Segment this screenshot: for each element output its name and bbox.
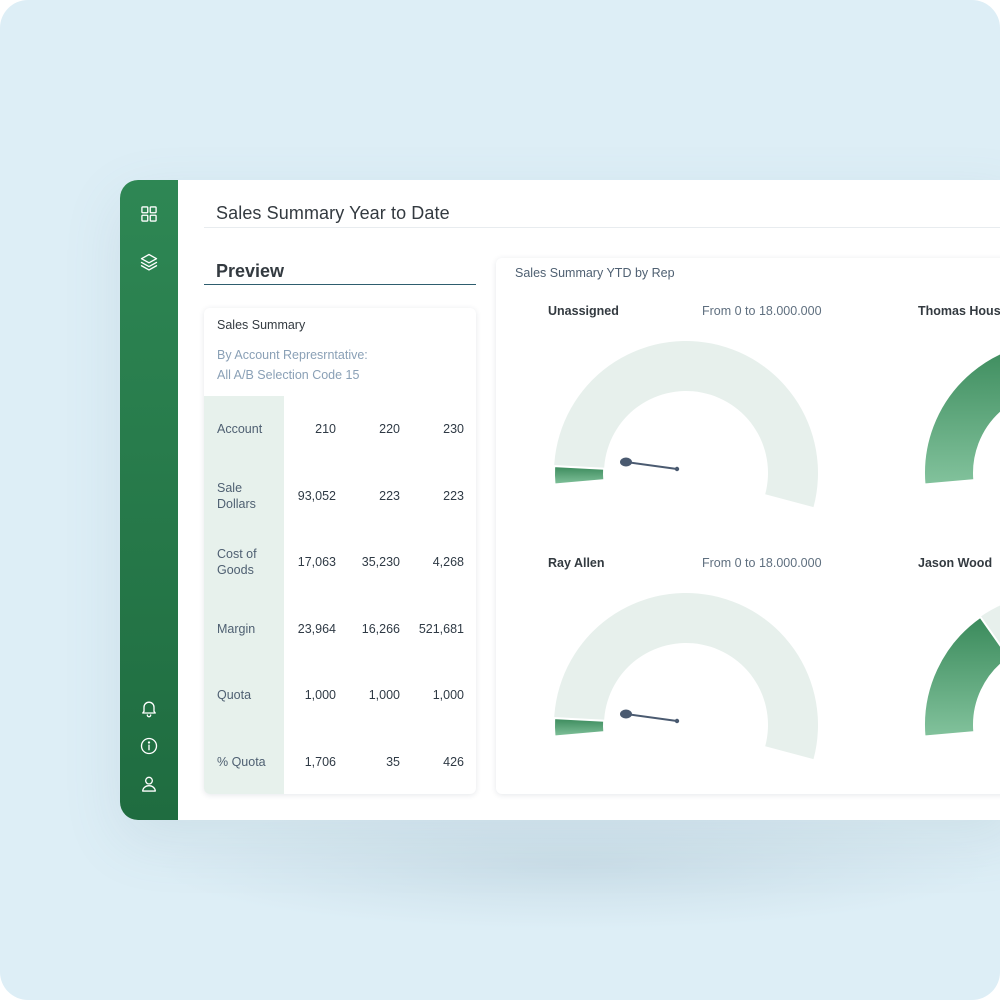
table-cell: 35,230 xyxy=(361,555,400,570)
row-header-cell xyxy=(204,662,284,729)
table-cell: 1,000 xyxy=(368,688,400,703)
gauge-fill xyxy=(553,717,606,738)
summary-subtitle-line-1: By Account Represrntative: xyxy=(217,348,368,362)
table-cell: 1,000 xyxy=(304,688,336,703)
summary-table: Account 210 220 230 Sale Dollars 93,052 … xyxy=(204,396,476,794)
summary-title: Sales Summary xyxy=(217,318,306,332)
dashboard-grid-icon[interactable] xyxy=(137,202,161,226)
table-cell: 220 xyxy=(379,422,400,437)
row-label: Sale Dollars xyxy=(217,480,256,511)
table-cell: 426 xyxy=(443,754,464,769)
table-row: Quota 1,000 1,000 1,000 xyxy=(204,662,476,729)
row-label: Margin xyxy=(217,621,256,636)
user-icon[interactable] xyxy=(137,772,161,796)
sidebar xyxy=(120,180,178,820)
gauges-panel: Sales Summary YTD by Rep Unassigned From… xyxy=(496,258,1000,794)
table-cell: 1,706 xyxy=(304,754,336,769)
table-row: Account 210 220 230 xyxy=(204,396,476,463)
page-title: Sales Summary Year to Date xyxy=(216,203,450,223)
row-header-cell xyxy=(204,462,284,529)
gauge-fill xyxy=(553,465,606,486)
card-shadow xyxy=(150,800,1000,930)
preview-divider xyxy=(204,284,476,285)
gauge-needle xyxy=(620,709,680,724)
table-cell: 223 xyxy=(379,488,400,503)
gauge-ray-allen xyxy=(553,593,818,760)
table-cell: 223 xyxy=(443,488,464,503)
row-header-cell xyxy=(204,396,284,463)
info-icon[interactable] xyxy=(137,734,161,758)
gauge-thomas-hous xyxy=(923,352,1000,486)
table-cell: 521,681 xyxy=(418,621,464,636)
gauge-rep-name: Jason Wood xyxy=(918,556,993,570)
table-cell: 230 xyxy=(443,422,464,437)
gauge-jason-wood xyxy=(923,605,1000,738)
table-cell: 16,266 xyxy=(361,621,400,636)
gauge-fill xyxy=(923,615,1000,738)
gauges-panel-title: Sales Summary YTD by Rep xyxy=(515,266,675,280)
app-window: Sales Summary Year to Date Preview Sales… xyxy=(120,180,1000,820)
table-row: % Quota 1,706 35 426 xyxy=(204,728,476,794)
main-content: Sales Summary Year to Date Preview Sales… xyxy=(178,180,1000,820)
gauge-track xyxy=(554,341,818,508)
table-cell: 35 xyxy=(386,754,400,769)
gauge-rep-name: Ray Allen xyxy=(548,556,605,570)
gauge-needle xyxy=(620,457,680,472)
table-cell: 210 xyxy=(315,422,336,437)
gauge-unassigned xyxy=(553,341,818,508)
gauge-rep-name: Thomas Hous xyxy=(918,304,1000,318)
table-cell: 93,052 xyxy=(297,488,336,503)
layers-icon[interactable] xyxy=(137,250,161,274)
table-row: Sale Dollars 93,052 223 223 xyxy=(204,462,476,529)
title-divider xyxy=(204,227,1000,228)
summary-subtitle: By Account Represrntative: All A/B Selec… xyxy=(217,345,368,385)
table-row: Margin 23,964 16,266 521,681 xyxy=(204,595,476,662)
row-label: Cost of Goods xyxy=(217,547,257,578)
table-cell: 17,063 xyxy=(297,555,336,570)
bell-icon[interactable] xyxy=(137,696,161,720)
row-header-cell xyxy=(204,728,284,794)
gauge-track xyxy=(554,593,818,760)
gauge-fill xyxy=(923,352,1000,486)
table-cell: 1,000 xyxy=(432,688,464,703)
row-header-cell xyxy=(204,595,284,662)
sales-summary-card: Sales Summary By Account Represrntative:… xyxy=(204,308,476,794)
row-label: % Quota xyxy=(217,754,266,769)
row-header-cell xyxy=(204,529,284,596)
table-row: Cost of Goods 17,063 35,230 4,268 xyxy=(204,529,476,596)
table-cell: 4,268 xyxy=(432,555,464,570)
gauge-range-label: From 0 to 18.000.000 xyxy=(702,556,822,570)
gauge-rep-name: Unassigned xyxy=(548,304,619,318)
table-cell: 23,964 xyxy=(297,621,336,636)
row-label: Account xyxy=(217,422,263,437)
row-label: Quota xyxy=(217,688,252,703)
gauge-range-label: From 0 to 18.000.000 xyxy=(702,304,822,318)
summary-subtitle-line-2: All A/B Selection Code 15 xyxy=(217,368,360,382)
preview-label: Preview xyxy=(216,261,285,281)
